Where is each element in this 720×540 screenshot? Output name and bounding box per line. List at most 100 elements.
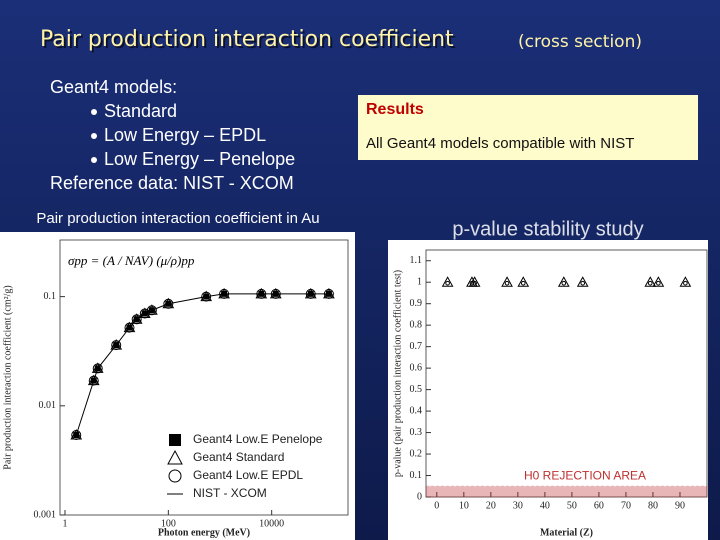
x-tick-label: 50 xyxy=(567,500,577,511)
models-heading: Geant4 models: xyxy=(50,77,177,97)
x-tick-label: 90 xyxy=(675,500,685,511)
x-tick-label: 10000 xyxy=(259,518,284,529)
marker-dot xyxy=(683,280,688,286)
x-tick-label: 1 xyxy=(63,518,68,529)
y-axis-label: Pair production interaction coefficient … xyxy=(2,285,13,469)
x-tick-label: 40 xyxy=(540,500,550,511)
y-tick-label: 0.1 xyxy=(44,291,57,302)
y-tick-label: 0 xyxy=(417,491,422,502)
model-item: Low Energy – Penelope xyxy=(104,149,295,169)
formula: σpp = (A / NAV) (μ/ρ)pp xyxy=(68,253,195,268)
marker-triangle xyxy=(269,287,282,299)
marker-circle xyxy=(88,375,99,386)
marker-dot xyxy=(561,280,567,286)
x-tick-label: 30 xyxy=(513,500,523,511)
marker-triangle xyxy=(644,276,657,287)
marker-dot xyxy=(656,280,661,286)
marker-triangle xyxy=(218,287,230,299)
marker-circle xyxy=(139,308,150,319)
y-tick-label: 0.8 xyxy=(410,319,423,330)
bullet xyxy=(91,133,97,139)
marker-dot xyxy=(580,280,586,286)
y-axis-label: p-value (pair production interaction coe… xyxy=(392,270,403,477)
bullet xyxy=(91,157,97,163)
rejection-area xyxy=(425,485,708,498)
y-tick-label: 1.1 xyxy=(410,255,423,266)
plot-frame xyxy=(59,239,349,516)
marker-circle xyxy=(111,340,122,351)
y-tick-label: 0.4 xyxy=(410,405,423,416)
x-tick-label: 100 xyxy=(161,518,176,529)
y-tick-label: 1 xyxy=(417,277,422,288)
marker-triangle xyxy=(468,276,481,287)
chart-panel xyxy=(0,232,355,540)
marker-dot xyxy=(520,280,526,286)
chart-panel xyxy=(388,240,708,540)
model-item: Standard xyxy=(104,101,177,121)
marker-triangle xyxy=(323,287,335,299)
marker-triangle xyxy=(679,276,692,287)
series-line xyxy=(75,293,329,436)
marker-triangle xyxy=(110,339,123,350)
x-axis-label: Material (Z) xyxy=(540,527,593,538)
marker-circle xyxy=(124,322,135,333)
marker-circle xyxy=(163,298,174,309)
x-tick-label: 80 xyxy=(648,500,658,511)
y-tick-label: 0.5 xyxy=(410,384,423,395)
y-tick-label: 0.9 xyxy=(410,298,423,309)
y-tick-label: 0.2 xyxy=(410,448,423,459)
slide-title: Pair production interaction coefficient xyxy=(40,27,454,52)
marker-circle xyxy=(71,430,82,441)
x-tick-label: 20 xyxy=(486,500,496,511)
marker-triangle xyxy=(130,313,143,324)
marker-dot xyxy=(445,280,450,286)
marker-dot xyxy=(647,280,653,286)
y-tick-label: 0.7 xyxy=(410,341,423,352)
results-heading: Results xyxy=(366,101,424,118)
plot-frame xyxy=(425,249,708,498)
legend-label: Geant4 Low.E EPDL xyxy=(193,468,303,482)
y-tick-label: 0.1 xyxy=(410,470,423,481)
legend-label: Geant4 Standard xyxy=(193,450,284,464)
marker-triangle xyxy=(304,287,317,299)
marker-triangle xyxy=(123,321,136,333)
marker-circle xyxy=(146,305,157,316)
marker-triangle xyxy=(441,276,454,287)
marker-triangle xyxy=(557,276,570,287)
x-tick-label: 60 xyxy=(594,500,604,511)
bullet xyxy=(91,109,97,115)
y-tick-label: 0.001 xyxy=(34,509,57,520)
reference: Reference data: NIST - XCOM xyxy=(50,173,294,193)
x-axis-label: Photon energy (MeV) xyxy=(158,527,250,538)
marker-circle xyxy=(92,363,103,374)
y-tick-label: 0.01 xyxy=(39,400,57,411)
title-shadow: Pair production interaction coefficient xyxy=(42,29,456,54)
x-tick-label: 0 xyxy=(434,500,439,511)
chart-title: p-value stability study xyxy=(452,218,643,240)
legend-swatch xyxy=(167,449,183,465)
chart-title: Pair production interaction coefficient … xyxy=(36,210,319,227)
marker-triangle xyxy=(501,276,513,287)
slide-subtitle: (cross section) xyxy=(518,32,642,52)
legend-swatch xyxy=(168,469,182,483)
y-tick-label: 0.3 xyxy=(410,427,423,438)
model-item: Low Energy – EPDL xyxy=(104,125,266,145)
marker-dot xyxy=(472,280,477,286)
x-tick-label: 10 xyxy=(459,500,469,511)
results-box xyxy=(358,95,698,160)
marker-dot xyxy=(504,280,510,286)
x-tick-label: 70 xyxy=(621,500,631,511)
marker-triangle xyxy=(576,276,589,287)
rejection-label: H0 REJECTION AREA xyxy=(524,468,646,482)
legend-label: NIST - XCOM xyxy=(193,486,267,500)
marker-circle xyxy=(201,291,212,302)
marker-circle xyxy=(131,314,142,325)
legend-swatch xyxy=(169,434,181,446)
marker-triangle xyxy=(255,287,268,299)
marker-triangle xyxy=(652,276,665,287)
legend-label: Geant4 Low.E Penelope xyxy=(193,432,323,446)
marker-triangle xyxy=(517,276,530,287)
y-tick-label: 0.6 xyxy=(410,362,423,373)
results-text: All Geant4 models compatible with NIST xyxy=(366,135,634,152)
